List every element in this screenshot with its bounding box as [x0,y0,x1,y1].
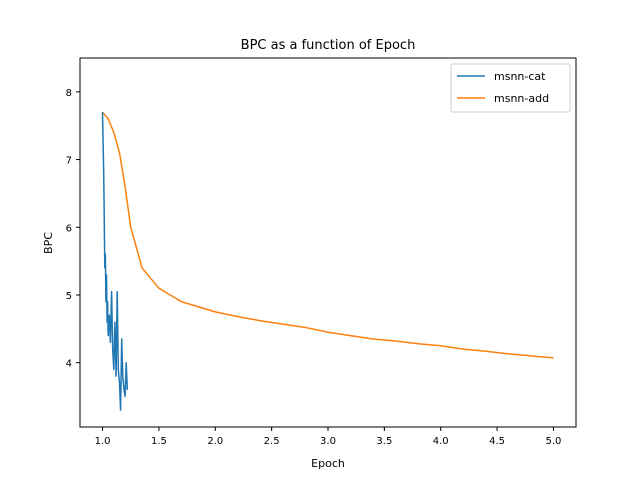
x-tick-label: 2.5 [264,436,280,447]
y-tick-label: 6 [66,223,72,234]
x-tick-label: 4.0 [433,436,449,447]
x-tick-label: 4.5 [489,436,505,447]
y-tick-label: 4 [66,359,72,370]
series-line-msnn-cat [101,112,129,411]
x-tick-label: 1.5 [151,436,167,447]
x-tick-label: 2.0 [207,436,223,447]
legend-label-msnn-cat: msnn-cat [494,70,546,83]
x-axis-label: Epoch [311,457,345,470]
y-tick-label: 8 [66,88,72,99]
x-tick-label: 3.0 [320,436,336,447]
y-tick-label: 5 [66,291,72,302]
y-axis-label: BPC [42,232,55,254]
plot-frame [79,57,577,428]
legend-label-msnn-add: msnn-add [494,92,549,105]
x-tick-label: 5.0 [546,436,562,447]
series-line-msnn-add [101,111,554,359]
legend: msnn-cat msnn-add [450,63,571,113]
x-tick-label: 1.0 [95,436,111,447]
chart-title: BPC as a function of Epoch [241,38,416,53]
x-tick-label: 3.5 [376,436,392,447]
y-tick-label: 7 [66,156,72,167]
